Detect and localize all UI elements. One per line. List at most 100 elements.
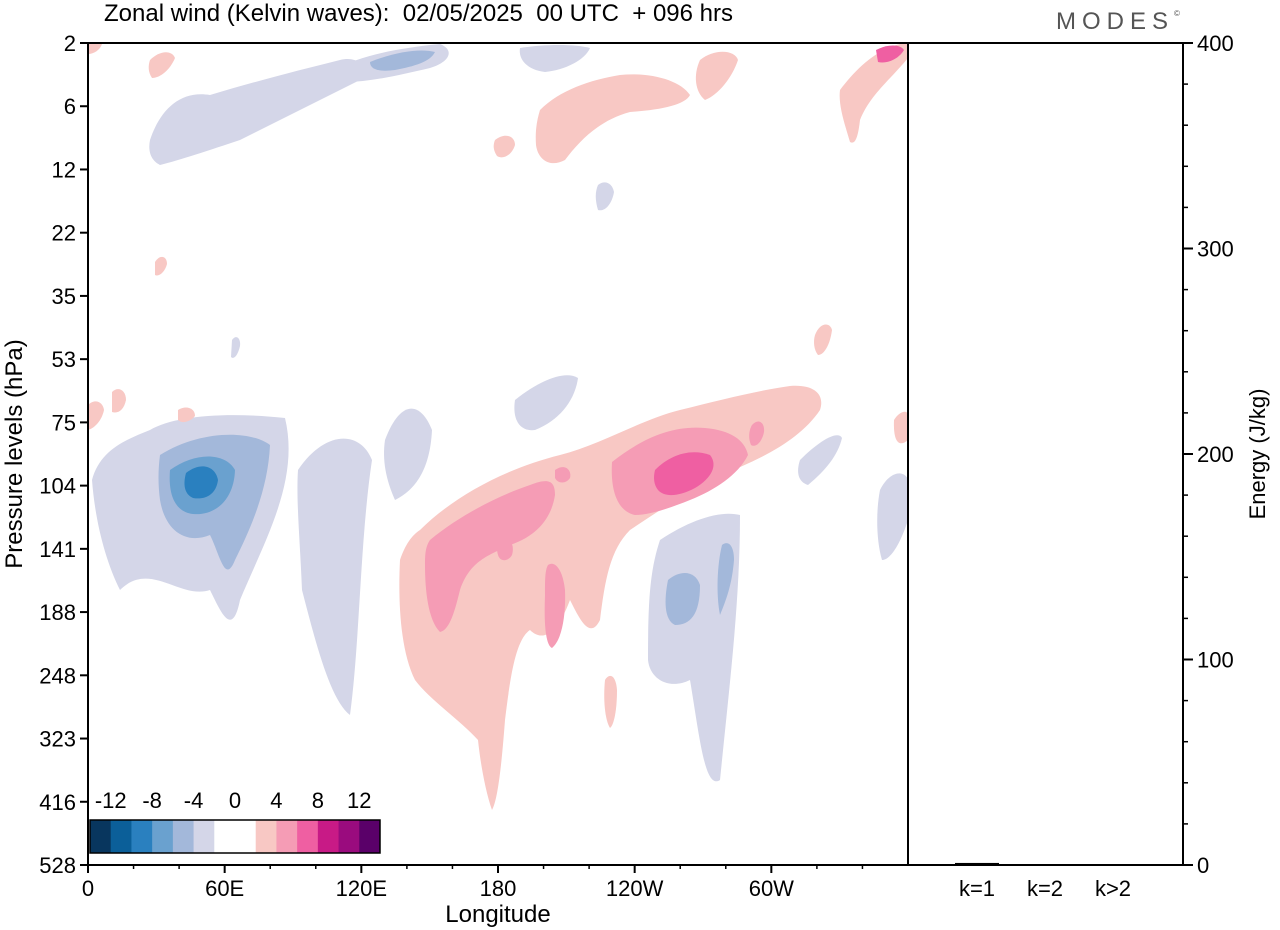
- colorbar-label: -12: [95, 788, 127, 813]
- colorbar-swatch: [338, 820, 360, 853]
- y-axis: 2 6 12 22 35 53 75 104 141 188 248 323 416 528: [39, 31, 88, 878]
- energy-y-tick-label: 200: [1197, 442, 1234, 467]
- energy-axis-label: Energy (J/kg): [1245, 389, 1270, 520]
- contour-region: [112, 389, 126, 413]
- y-tick-label: 188: [39, 600, 76, 625]
- colorbar-label: 12: [347, 788, 371, 813]
- colorbar-legend: -12 -8 -4 0 4 8 12: [89, 788, 381, 854]
- y-tick-label: 75: [52, 410, 76, 435]
- energy-x-tick-label: k>2: [1095, 876, 1131, 901]
- colorbar-swatch: [193, 820, 215, 853]
- colorbar-swatch: [359, 820, 381, 853]
- colorbar-swatch: [276, 820, 298, 853]
- contour-region: [604, 675, 617, 728]
- contour-region: [595, 182, 614, 211]
- energy-y-tick-label: 100: [1197, 648, 1234, 673]
- energy-panel-frame: [907, 42, 1184, 866]
- energy-y-tick-label: 300: [1197, 237, 1234, 262]
- contour-region: [535, 74, 690, 164]
- y-axis-label: Pressure levels (hPa): [1, 339, 28, 568]
- contour-region: [544, 563, 566, 648]
- x-axis: 0 60E 120E 180 120W 60W: [82, 865, 864, 901]
- colorbar-swatch: [90, 820, 112, 853]
- colorbar-label: -4: [184, 788, 204, 813]
- colorbar-swatch: [297, 820, 319, 853]
- contour-region: [749, 421, 765, 446]
- contour-region: [893, 411, 908, 444]
- contour-region: [519, 45, 590, 72]
- x-tick-label: 120E: [336, 876, 387, 901]
- contour-region: [297, 438, 372, 715]
- brand-text: MODES: [1056, 8, 1175, 35]
- y-tick-label: 6: [64, 94, 76, 119]
- contour-region: [399, 385, 822, 810]
- y-tick-label: 104: [39, 474, 76, 499]
- wind-contours: [88, 44, 908, 810]
- contour-region: [155, 256, 167, 276]
- y-tick-label: 12: [52, 157, 76, 182]
- colorbar-swatch: [235, 820, 257, 853]
- energy-panel: 0 100 200 300 400 k=1 k=2 k>2 Energy (J/kg): [907, 31, 1270, 901]
- y-tick-label: 2: [64, 31, 76, 56]
- contour-region: [370, 50, 435, 71]
- energy-y-axis: 0 100 200 300 400: [1183, 31, 1234, 878]
- y-tick-label: 22: [52, 221, 76, 246]
- contour-region: [665, 573, 700, 625]
- contour-region: [493, 135, 515, 158]
- contour-region: [384, 408, 432, 500]
- contour-region: [231, 337, 241, 358]
- contour-region: [695, 51, 738, 100]
- contour-region: [654, 452, 714, 496]
- x-tick-label: 60E: [205, 876, 244, 901]
- energy-bar: [1023, 864, 1067, 866]
- contour-region: [184, 466, 218, 499]
- contour-region: [839, 44, 908, 143]
- contour-region: [178, 407, 195, 423]
- chart-title: Zonal wind (Kelvin waves): 02/05/2025 00…: [104, 0, 733, 27]
- colorbar-label: 8: [312, 788, 324, 813]
- colorbar-swatch: [131, 820, 153, 853]
- contour-region: [877, 473, 908, 560]
- brand-logo: MODES©: [1056, 8, 1180, 36]
- contour-region: [149, 59, 364, 165]
- energy-bar: [1091, 864, 1135, 866]
- contour-region: [555, 467, 571, 483]
- y-tick-label: 528: [39, 853, 76, 878]
- colorbar-swatch: [172, 820, 195, 853]
- colorbar-swatch: [317, 820, 340, 853]
- y-tick-label: 35: [52, 284, 76, 309]
- colorbar-swatch: [214, 820, 236, 853]
- energy-x-tick-label: k=1: [959, 876, 995, 901]
- contour-region: [88, 401, 104, 430]
- contour-region: [814, 324, 832, 355]
- y-tick-label: 53: [52, 347, 76, 372]
- energy-y-tick-label: 0: [1197, 853, 1209, 878]
- x-axis-label: Longitude: [445, 901, 550, 928]
- y-tick-label: 141: [39, 537, 76, 562]
- colorbar-frame: [89, 819, 381, 854]
- x-tick-label: 60W: [749, 876, 794, 901]
- main-plot: 0 60E 120E 180 120W 60W 2 6 12 22 35 53 75 104 141 188…: [1, 31, 909, 928]
- energy-x-tick-label: k=2: [1027, 876, 1063, 901]
- energy-bars: [955, 862, 1135, 866]
- energy-y-tick-label: 400: [1197, 31, 1234, 56]
- contour-region: [496, 538, 513, 561]
- contour-region: [717, 543, 734, 615]
- contour-region: [876, 45, 904, 63]
- x-tick-label: 120W: [606, 876, 664, 901]
- colorbar-swatch: [110, 820, 132, 853]
- colorbar-swatch: [255, 820, 277, 853]
- y-tick-label: 323: [39, 727, 76, 752]
- colorbar-label: 0: [229, 788, 241, 813]
- y-tick-label: 248: [39, 663, 76, 688]
- energy-x-axis: k=1 k=2 k>2: [959, 876, 1131, 901]
- y-tick-label: 416: [39, 790, 76, 815]
- contour-region: [88, 44, 102, 54]
- contour-region: [425, 481, 555, 632]
- x-tick-label: 180: [480, 876, 517, 901]
- brand-mark: ©: [1174, 9, 1180, 18]
- colorbar-swatch: [152, 820, 174, 853]
- contour-region: [148, 52, 175, 78]
- colorbar-label: -8: [142, 788, 162, 813]
